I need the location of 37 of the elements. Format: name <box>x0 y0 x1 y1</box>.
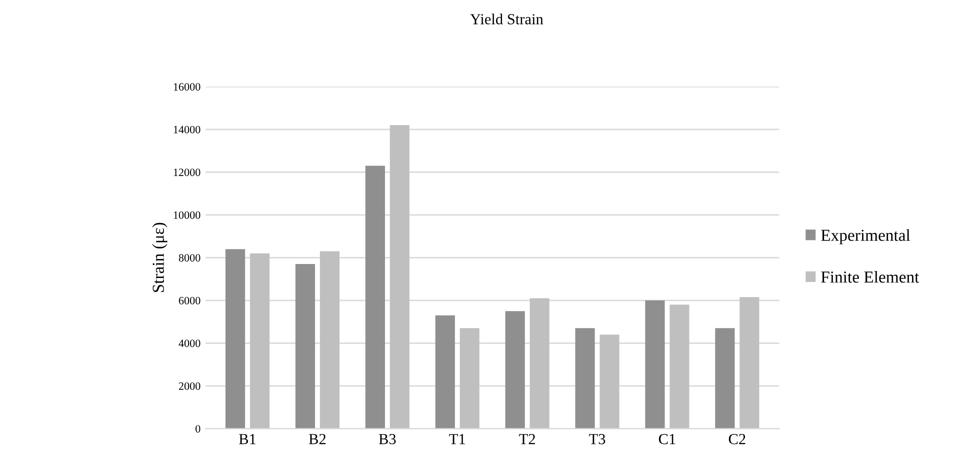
bar <box>740 297 760 429</box>
y-tick-label: 14000 <box>174 126 200 134</box>
y-tick-label: 16000 <box>174 83 200 91</box>
y-tick-label: 2000 <box>178 382 200 390</box>
y-tick-label: 4000 <box>178 340 200 348</box>
x-tick-label: B3 <box>378 434 396 444</box>
bar <box>575 328 595 429</box>
bar <box>225 249 246 429</box>
x-tick-label: T1 <box>449 434 465 444</box>
bar <box>435 315 455 429</box>
bar <box>715 328 735 429</box>
y-tick-label: 10000 <box>174 211 200 219</box>
x-tick-label: C2 <box>728 434 746 444</box>
x-tick-label: T2 <box>519 434 535 444</box>
bar <box>645 300 665 429</box>
bar <box>505 311 525 429</box>
legend-label: Experimental <box>821 229 910 244</box>
bar <box>295 264 316 429</box>
y-tick-label: 8000 <box>178 254 200 262</box>
bar <box>320 251 340 429</box>
x-tick-label: T3 <box>589 434 606 444</box>
y-tick-label: 6000 <box>178 296 200 304</box>
chart-title: Yield Strain <box>470 14 544 24</box>
x-tick-label: B2 <box>308 434 326 444</box>
bar <box>670 304 690 429</box>
x-tick-label: C1 <box>658 434 676 444</box>
y-axis-title: Strain (με) <box>152 222 168 292</box>
bar <box>250 253 270 429</box>
legend-label: Finite Element <box>821 270 920 283</box>
bar <box>600 334 620 429</box>
bar <box>390 125 410 429</box>
y-tick-label: 0 <box>196 425 200 433</box>
bar <box>365 166 385 429</box>
x-tick-label: B1 <box>239 434 256 444</box>
y-tick-label: 12000 <box>174 168 200 176</box>
bar <box>460 328 480 429</box>
bar <box>530 298 550 429</box>
